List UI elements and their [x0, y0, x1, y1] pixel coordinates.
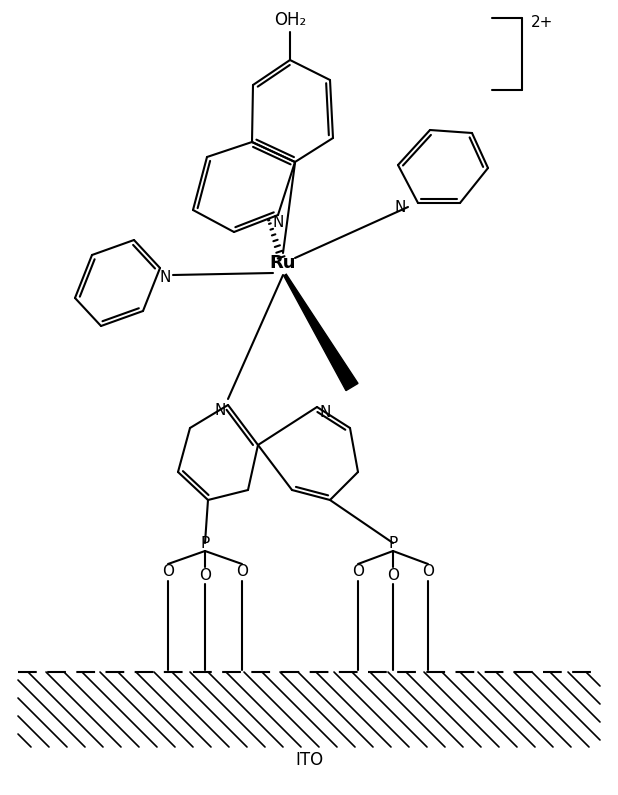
- Text: P: P: [200, 536, 210, 550]
- Text: N: N: [273, 215, 284, 230]
- Text: N: N: [394, 200, 405, 215]
- Text: O: O: [352, 564, 364, 580]
- Text: O: O: [387, 568, 399, 583]
- Text: P: P: [388, 536, 397, 550]
- Text: O: O: [162, 564, 174, 580]
- Text: Ru: Ru: [269, 254, 296, 272]
- Text: OH₂: OH₂: [274, 11, 306, 29]
- Text: O: O: [236, 564, 248, 580]
- Text: ITO: ITO: [295, 751, 323, 769]
- Text: O: O: [422, 564, 434, 580]
- Text: 2+: 2+: [531, 14, 553, 29]
- Text: N: N: [159, 270, 171, 285]
- Text: N: N: [320, 405, 331, 420]
- Text: O: O: [199, 568, 211, 583]
- Text: N: N: [214, 402, 226, 417]
- Polygon shape: [284, 274, 358, 390]
